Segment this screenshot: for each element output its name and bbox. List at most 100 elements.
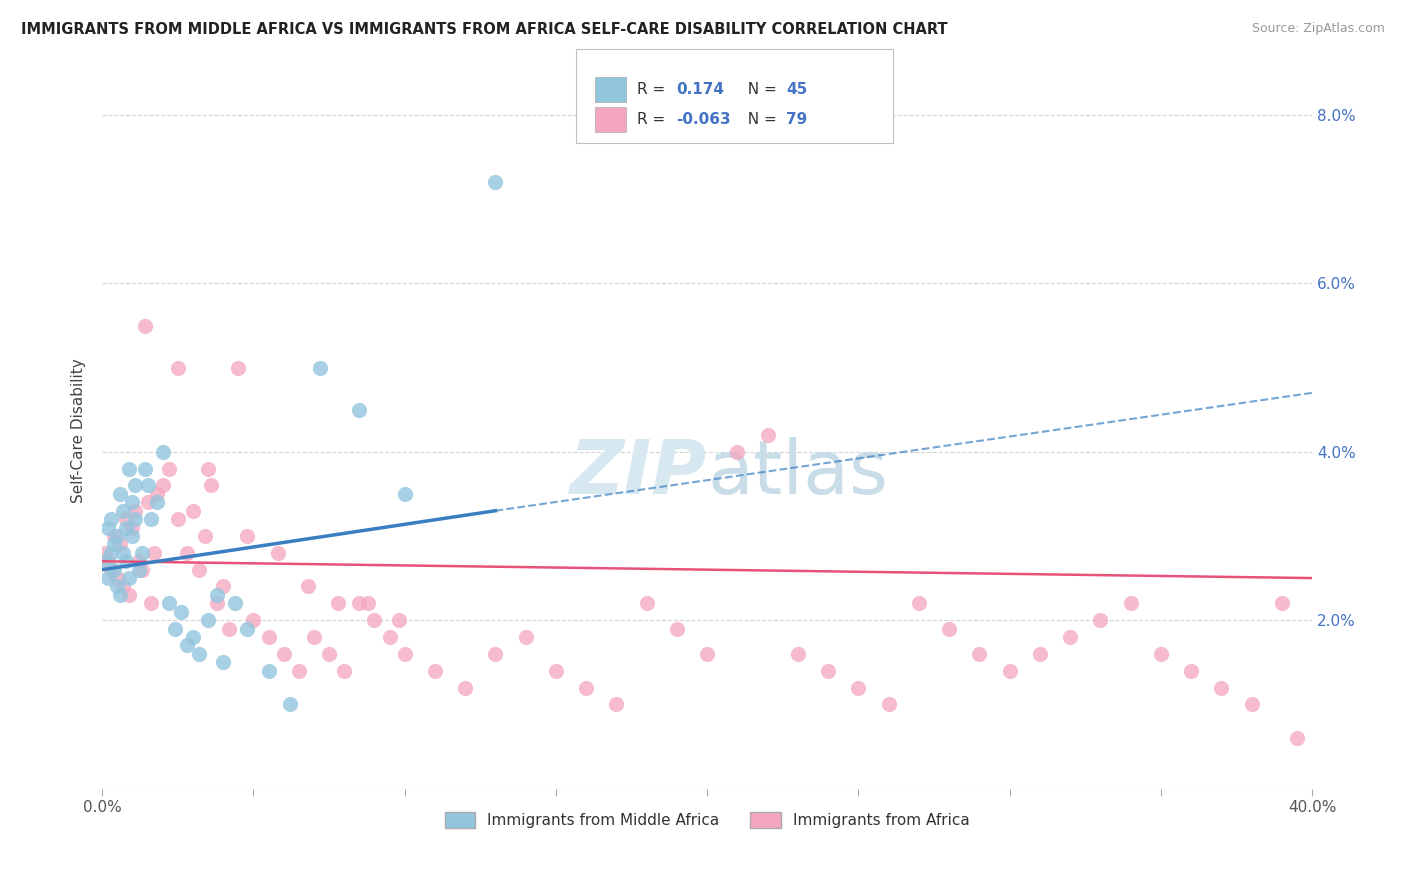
Point <box>938 622 960 636</box>
Point <box>242 613 264 627</box>
Point <box>139 512 162 526</box>
Point <box>484 176 506 190</box>
Point <box>118 461 141 475</box>
Point <box>115 512 138 526</box>
Point <box>423 664 446 678</box>
Point <box>257 664 280 678</box>
Point <box>134 461 156 475</box>
Point <box>145 495 167 509</box>
Point <box>388 613 411 627</box>
Point <box>1180 664 1202 678</box>
Point <box>121 495 143 509</box>
Point <box>515 630 537 644</box>
Point <box>218 622 240 636</box>
Point <box>131 546 153 560</box>
Point <box>394 647 416 661</box>
Point <box>103 529 125 543</box>
Point <box>152 445 174 459</box>
Text: Source: ZipAtlas.com: Source: ZipAtlas.com <box>1251 22 1385 36</box>
Point <box>454 681 477 695</box>
Point <box>181 630 204 644</box>
Text: IMMIGRANTS FROM MIDDLE AFRICA VS IMMIGRANTS FROM AFRICA SELF-CARE DISABILITY COR: IMMIGRANTS FROM MIDDLE AFRICA VS IMMIGRA… <box>21 22 948 37</box>
Point <box>166 512 188 526</box>
Point <box>333 664 356 678</box>
Point <box>188 647 211 661</box>
Point <box>394 487 416 501</box>
Point <box>205 596 228 610</box>
Point <box>128 563 150 577</box>
Point <box>998 664 1021 678</box>
Y-axis label: Self-Care Disability: Self-Care Disability <box>72 359 86 503</box>
Point <box>969 647 991 661</box>
Point <box>224 596 246 610</box>
Point <box>297 579 319 593</box>
Point <box>1119 596 1142 610</box>
Point <box>110 537 132 551</box>
Point <box>1240 698 1263 712</box>
Point <box>357 596 380 610</box>
Point <box>105 579 128 593</box>
Point <box>97 520 120 534</box>
Point <box>349 596 371 610</box>
Point <box>236 529 259 543</box>
Point <box>877 698 900 712</box>
Point <box>124 478 146 492</box>
Text: 79: 79 <box>786 112 807 128</box>
Point <box>112 546 135 560</box>
Point <box>318 647 340 661</box>
Point <box>756 428 779 442</box>
Point <box>118 571 141 585</box>
Point <box>544 664 567 678</box>
Point <box>197 461 219 475</box>
Point <box>118 588 141 602</box>
Point <box>378 630 401 644</box>
Point <box>908 596 931 610</box>
Point <box>288 664 311 678</box>
Point <box>1059 630 1081 644</box>
Point <box>163 622 186 636</box>
Point <box>257 630 280 644</box>
Point <box>817 664 839 678</box>
Text: atlas: atlas <box>707 437 889 510</box>
Point <box>1271 596 1294 610</box>
Point <box>636 596 658 610</box>
Text: ZIP: ZIP <box>569 437 707 510</box>
Point <box>1211 681 1233 695</box>
Point <box>157 461 180 475</box>
Text: 0.174: 0.174 <box>676 81 724 96</box>
Point <box>136 478 159 492</box>
Text: R =: R = <box>637 112 671 128</box>
Point <box>1150 647 1173 661</box>
Point <box>124 504 146 518</box>
Point <box>142 546 165 560</box>
Point <box>112 579 135 593</box>
Point <box>170 605 193 619</box>
Text: N =: N = <box>738 112 782 128</box>
Point <box>197 613 219 627</box>
Point <box>94 554 117 568</box>
Text: N =: N = <box>738 81 782 96</box>
Text: -0.063: -0.063 <box>676 112 731 128</box>
Point <box>212 655 235 669</box>
Point <box>696 647 718 661</box>
Point <box>134 318 156 333</box>
Point <box>194 529 217 543</box>
Point <box>273 647 295 661</box>
Point <box>105 529 128 543</box>
Point <box>128 554 150 568</box>
Point <box>236 622 259 636</box>
Point <box>139 596 162 610</box>
Point <box>181 504 204 518</box>
Point <box>266 546 288 560</box>
Point <box>228 360 250 375</box>
Point <box>188 563 211 577</box>
Point <box>97 554 120 568</box>
Point <box>166 360 188 375</box>
Point <box>212 579 235 593</box>
Point <box>103 537 125 551</box>
Point <box>349 402 371 417</box>
Point <box>152 478 174 492</box>
Point <box>124 512 146 526</box>
Point <box>1090 613 1112 627</box>
Point <box>103 563 125 577</box>
